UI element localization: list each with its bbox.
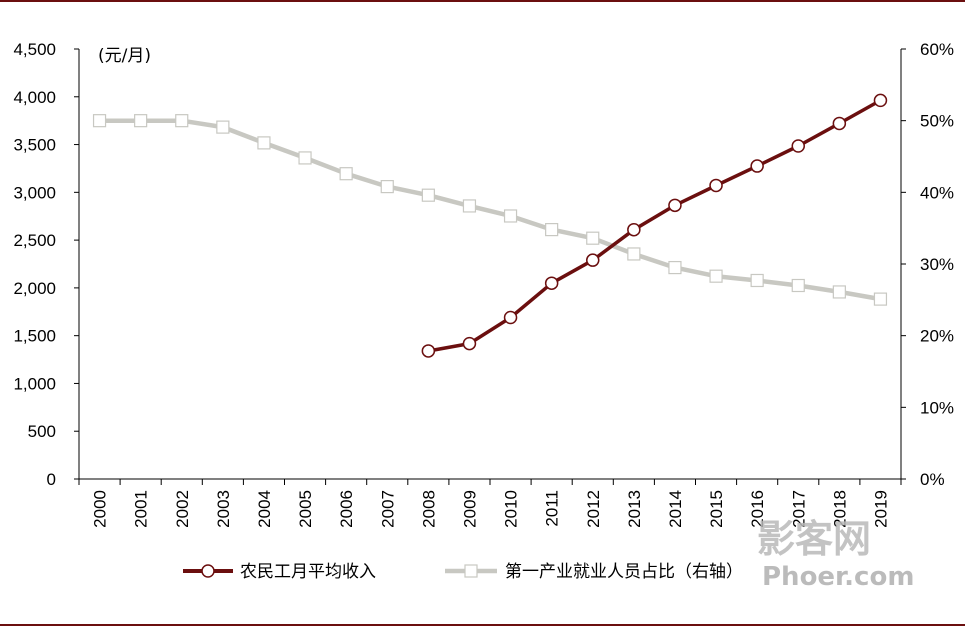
share-series-point <box>668 260 682 275</box>
share-series-point <box>503 209 518 223</box>
axes: 0 500 1,000 1,500 2,000 2,500 3,000 3,500 4,000 4… <box>13 40 954 528</box>
legend-share-label: 第一产业就业人员占比（右轴） <box>505 562 743 582</box>
watermark-english: Phoer.com <box>762 562 914 592</box>
x-axis-tick-label: 2000 <box>91 490 110 528</box>
right-axis-tick-label: 30% <box>920 255 954 274</box>
right-axis-tick-label: 10% <box>920 398 954 417</box>
income-series-point <box>668 198 682 213</box>
x-axis-tick-label: 2003 <box>214 490 233 528</box>
share-series-point <box>216 120 230 134</box>
x-axis-tick-label: 2019 <box>871 490 890 528</box>
x-axis-tick-label: 2006 <box>337 490 356 528</box>
x-axis-tick-label: 2009 <box>460 490 479 528</box>
legend: 农民工月平均收入 第一产业就业人员占比（右轴） <box>183 562 743 582</box>
x-axis-tick-label: 2015 <box>707 490 726 528</box>
x-axis-tick-label: 2008 <box>419 490 438 528</box>
x-axis-tick-label: 2001 <box>132 490 151 528</box>
legend-share-marker <box>464 564 478 578</box>
legend-income-marker <box>201 564 215 578</box>
left-axis-tick-label: 4,000 <box>13 88 56 107</box>
share-series-point <box>791 278 805 293</box>
left-axis-tick-label: 0 <box>47 470 56 489</box>
bottom-rule <box>0 624 965 626</box>
income-series-point <box>544 276 559 290</box>
series-layer <box>92 93 888 358</box>
left-axis-tick-label: 3,000 <box>13 183 56 202</box>
share-series-point <box>92 114 107 128</box>
share-series-point <box>339 167 353 181</box>
left-axis-tick-label: 1,500 <box>13 327 56 346</box>
x-axis-tick-label: 2011 <box>543 490 562 527</box>
share-series-point <box>709 269 723 283</box>
left-axis-tick-label: 3,500 <box>13 136 56 155</box>
income-series-point <box>462 336 477 351</box>
left-axis-tick-label: 2,500 <box>13 231 56 250</box>
share-series-point <box>750 273 764 288</box>
x-axis-tick-label: 2017 <box>789 490 808 528</box>
right-axis-tick-label: 60% <box>920 40 954 59</box>
x-axis-tick-label: 2012 <box>584 490 603 528</box>
share-series-point <box>421 188 435 202</box>
income-series-point <box>421 344 436 358</box>
x-axis-tick-label: 2014 <box>666 490 685 528</box>
share-series-point <box>175 114 189 128</box>
share-series-point <box>873 292 888 306</box>
watermark: 影客网 Phoer.com <box>757 517 914 592</box>
income-series-point <box>709 178 723 193</box>
x-axis-tick-label: 2004 <box>255 490 274 528</box>
income-series-point <box>791 139 805 153</box>
share-series-point <box>462 199 477 213</box>
share-series-point <box>298 151 312 165</box>
left-axis-tick-label: 1,000 <box>13 374 56 393</box>
income-series-point <box>586 253 600 267</box>
watermark-chinese: 影客网 <box>757 517 871 561</box>
right-axis-tick-label: 40% <box>920 183 954 202</box>
share-series-point <box>832 285 846 299</box>
left-axis-tick-label: 500 <box>28 422 56 441</box>
right-axis-tick-label: 20% <box>920 327 954 346</box>
share-series-point <box>257 136 271 150</box>
share-series-point <box>134 114 148 128</box>
x-axis-tick-label: 2016 <box>748 490 767 528</box>
left-axis-unit-label: (元/月) <box>98 46 151 66</box>
x-axis-tick-label: 2005 <box>296 490 315 528</box>
x-axis-tick-label: 2007 <box>378 490 397 528</box>
share-series-point <box>586 231 600 245</box>
share-series-point <box>627 247 641 261</box>
income-series-line <box>428 98 882 353</box>
x-axis-tick-label: 2013 <box>625 490 644 528</box>
income-series-point <box>873 93 888 108</box>
x-axis-tick-label: 2018 <box>830 490 849 528</box>
x-axis-tick-label: 2010 <box>502 490 521 528</box>
share-series-point <box>545 223 559 237</box>
share-series-line <box>99 118 881 302</box>
left-axis-tick-label: 2,000 <box>13 279 56 298</box>
income-series-point <box>627 222 641 237</box>
right-axis-tick-label: 50% <box>920 112 954 131</box>
top-rule <box>0 0 965 2</box>
x-axis-tick-label: 2002 <box>173 490 192 528</box>
income-series-point <box>750 159 764 173</box>
left-axis-tick-label: 4,500 <box>13 40 56 59</box>
right-axis-tick-label: 0% <box>920 470 945 489</box>
income-series-point <box>503 310 518 325</box>
legend-income-label: 农民工月平均收入 <box>240 562 376 582</box>
share-series-point <box>380 180 394 194</box>
income-series-point <box>832 116 847 131</box>
